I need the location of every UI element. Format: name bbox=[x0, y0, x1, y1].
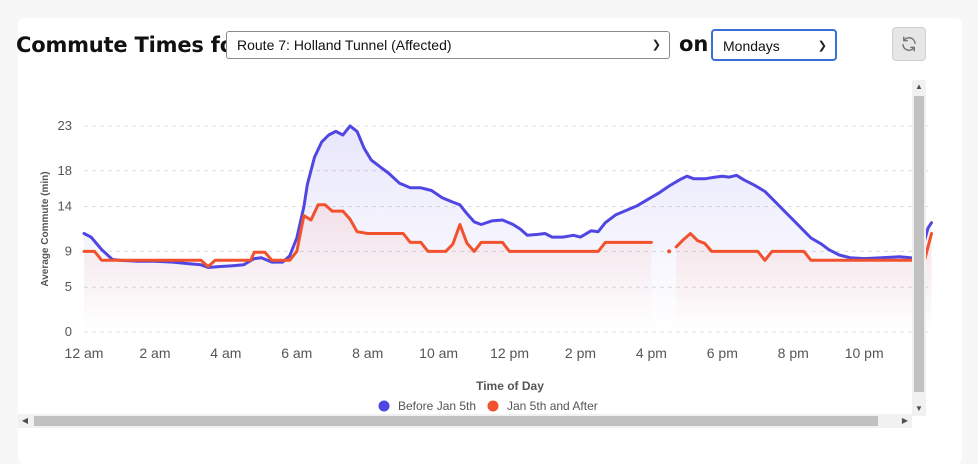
vertical-scroll-thumb[interactable] bbox=[914, 96, 924, 392]
vertical-scrollbar[interactable]: ▲ ▼ bbox=[912, 80, 926, 416]
page-title: Commute Times for bbox=[16, 33, 245, 57]
scroll-up-icon[interactable]: ▲ bbox=[915, 82, 923, 91]
day-select[interactable]: Mondays ❯ bbox=[711, 29, 837, 61]
route-select-value: Route 7: Holland Tunnel (Affected) bbox=[237, 37, 452, 53]
header: Commute Times for bbox=[16, 30, 244, 60]
scroll-right-icon[interactable]: ▶ bbox=[901, 416, 909, 425]
chart-card bbox=[18, 18, 962, 464]
on-label: on bbox=[679, 32, 709, 56]
scroll-down-icon[interactable]: ▼ bbox=[915, 404, 923, 413]
refresh-button[interactable] bbox=[892, 27, 926, 61]
scroll-left-icon[interactable]: ◀ bbox=[21, 416, 29, 425]
day-select-value: Mondays bbox=[723, 38, 780, 54]
chevron-down-icon: ❯ bbox=[651, 39, 661, 51]
chevron-down-icon: ❯ bbox=[817, 40, 827, 52]
horizontal-scrollbar[interactable]: ◀ ▶ bbox=[18, 414, 912, 428]
refresh-icon bbox=[902, 36, 916, 52]
horizontal-scroll-thumb[interactable] bbox=[34, 416, 878, 426]
route-select[interactable]: Route 7: Holland Tunnel (Affected) ❯ bbox=[226, 31, 670, 59]
